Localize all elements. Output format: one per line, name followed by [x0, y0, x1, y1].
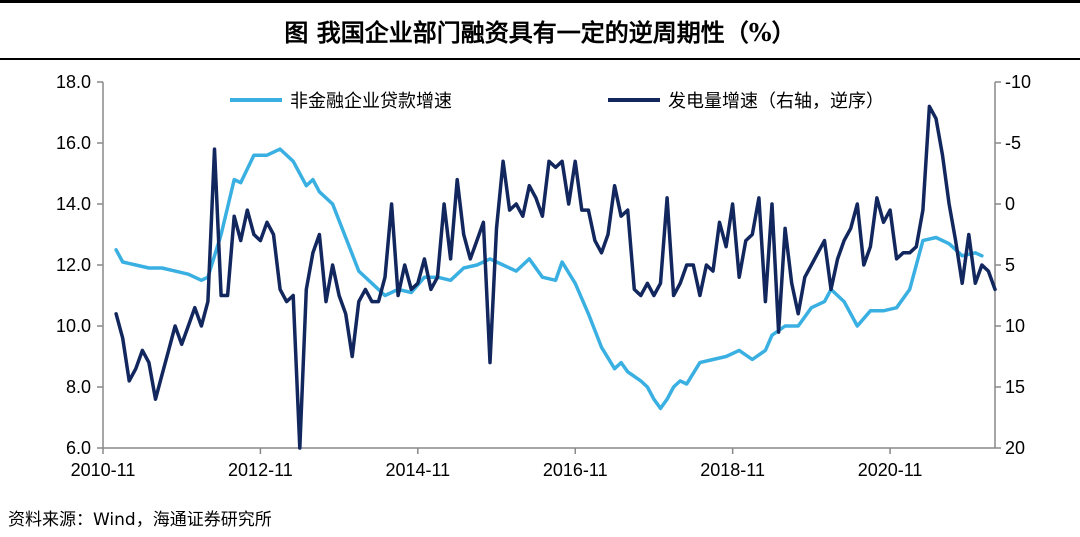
x-tick-label: 2012-11 [228, 460, 293, 480]
series-line-power-growth [114, 104, 997, 450]
y-left-tick-label: 8.0 [66, 377, 91, 397]
y-right-tick-label: -10 [1005, 72, 1031, 92]
y-right-tick-label: 20 [1005, 438, 1025, 458]
series-layer [114, 104, 997, 450]
series-line-loan-growth [114, 147, 984, 411]
axes: 18.016.014.012.010.08.06.0-10-5051015202… [56, 72, 1031, 480]
y-right-tick-label: 0 [1005, 194, 1015, 214]
legend-label: 非金融企业贷款增速 [290, 91, 452, 112]
y-left-tick-label: 18.0 [56, 72, 91, 92]
chart-title: 图 我国企业部门融资具有一定的逆周期性（%） [0, 0, 1080, 60]
y-right-tick-label: 15 [1005, 377, 1025, 397]
y-left-tick-label: 6.0 [66, 438, 91, 458]
source-note: 资料来源：Wind，海通证券研究所 [8, 510, 272, 530]
y-right-tick-label: 10 [1005, 316, 1025, 336]
x-tick-label: 2010-11 [71, 460, 136, 480]
y-right-tick-label: -5 [1005, 133, 1021, 153]
x-tick-label: 2016-11 [543, 460, 608, 480]
legend-label: 发电量增速（右轴，逆序） [668, 91, 884, 112]
legend: 非金融企业贷款增速 发电量增速（右轴，逆序） [230, 91, 884, 112]
y-left-tick-label: 12.0 [56, 255, 91, 275]
y-right-tick-label: 5 [1005, 255, 1015, 275]
x-tick-label: 2014-11 [385, 460, 450, 480]
y-left-tick-label: 10.0 [56, 316, 91, 336]
x-tick-label: 2018-11 [700, 460, 765, 480]
y-left-tick-label: 14.0 [56, 194, 91, 214]
y-left-tick-label: 16.0 [56, 133, 91, 153]
x-tick-label: 2020-11 [858, 460, 923, 480]
chart-area: 18.016.014.012.010.08.06.0-10-5051015202… [56, 72, 1031, 480]
